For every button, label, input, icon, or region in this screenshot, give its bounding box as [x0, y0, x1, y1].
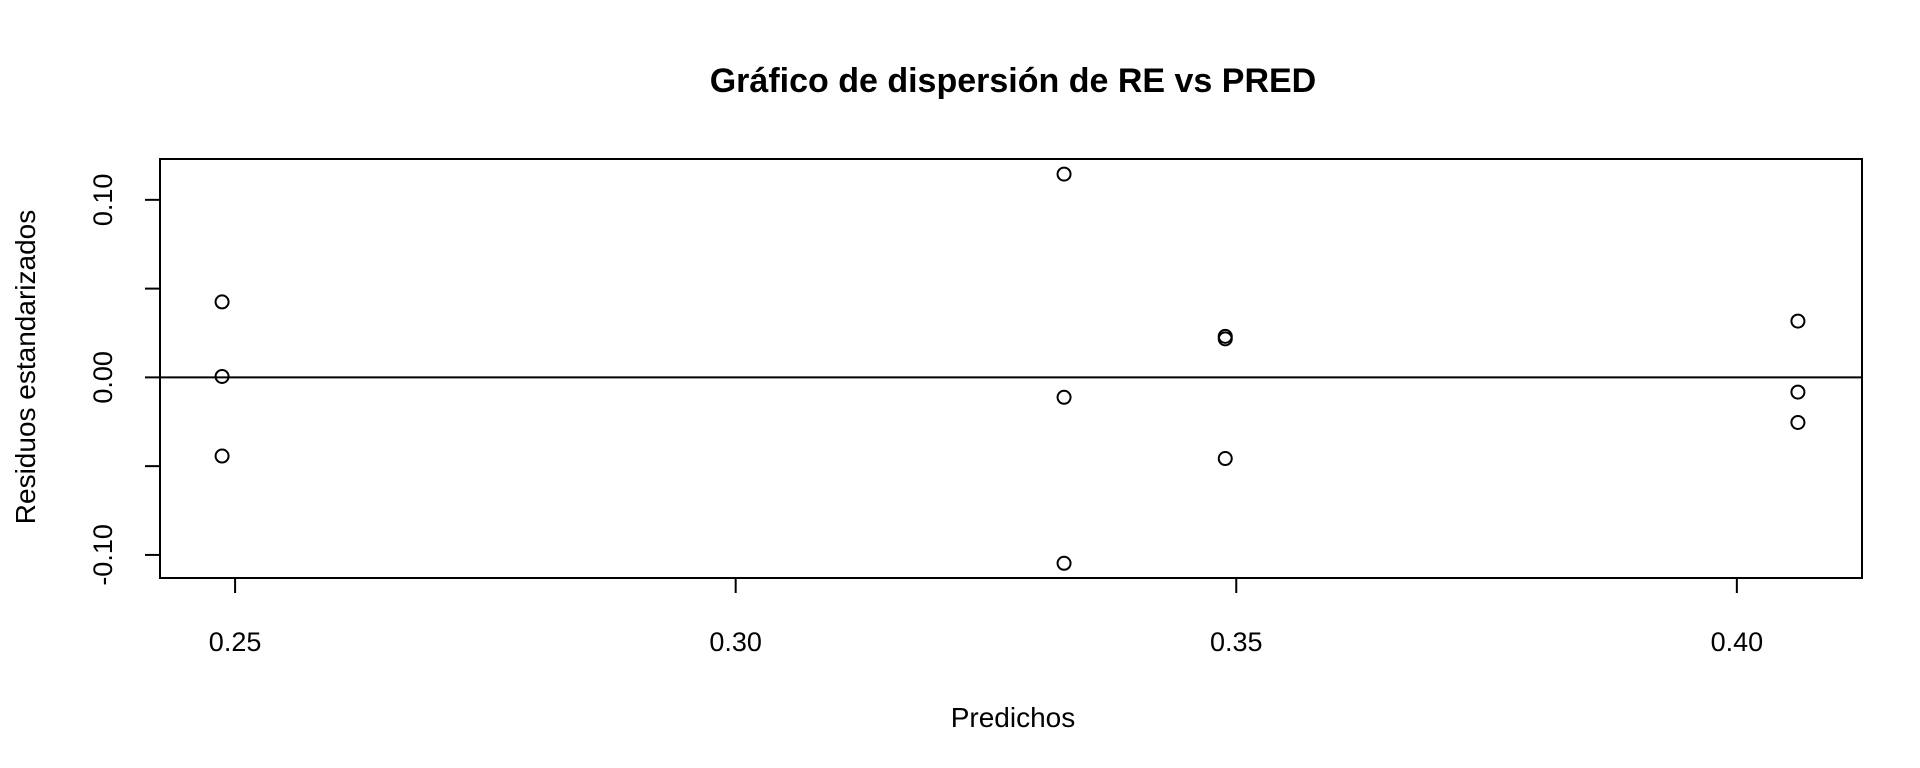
data-point [1056, 166, 1072, 182]
data-point [1790, 414, 1806, 430]
data-point [1790, 384, 1806, 400]
y-tick-label: 0.10 [88, 174, 118, 227]
x-tick-label: 0.30 [709, 627, 762, 657]
x-tick-label: 0.25 [209, 627, 262, 657]
data-point [1217, 451, 1233, 467]
plot-area: 0.25 0.30 0.35 0.40 -0.10 0.00 0.10 [88, 158, 1863, 657]
chart-title: Gráfico de dispersión de RE vs PRED [710, 62, 1317, 100]
x-tick-label: 0.40 [1711, 627, 1764, 657]
y-axis-label: Residuos estandarizados [10, 210, 41, 524]
data-point [1790, 313, 1806, 329]
data-point [1056, 555, 1072, 571]
data-point [1056, 389, 1072, 405]
data-point [1217, 331, 1233, 347]
data-point [214, 294, 230, 310]
y-tick-label: 0.00 [88, 351, 118, 404]
x-tick-label: 0.35 [1210, 627, 1263, 657]
y-tick-label: -0.10 [88, 524, 118, 586]
data-point [214, 368, 230, 384]
x-axis-label: Predichos [951, 702, 1076, 733]
plot-frame [159, 158, 1863, 579]
data-point [214, 448, 230, 464]
